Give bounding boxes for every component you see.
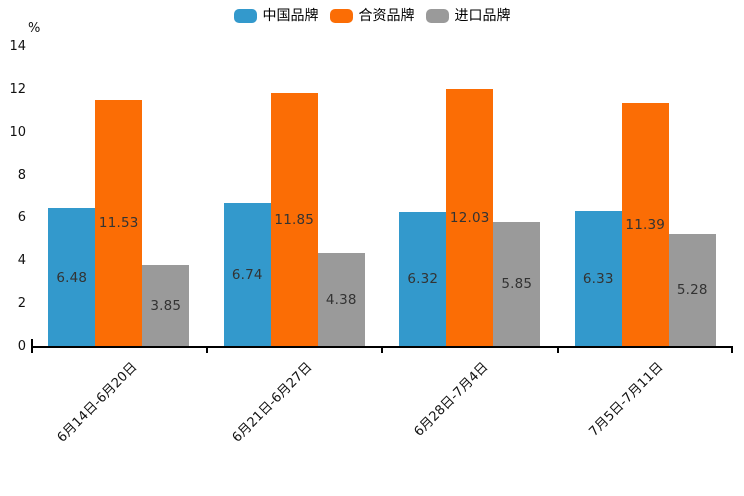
legend: 中国品牌 合资品牌 进口品牌 — [0, 8, 744, 24]
bar-0-2[interactable]: 6.32 — [399, 211, 447, 347]
bar-1-3[interactable]: 11.39 — [621, 102, 669, 347]
y-axis-tick-label: 0 — [17, 339, 26, 354]
bar-value-label: 11.85 — [274, 212, 315, 229]
bar-1-0[interactable]: 11.53 — [95, 99, 143, 347]
bar-value-label: 6.48 — [56, 269, 88, 286]
y-axis-tick-label: 10 — [9, 124, 26, 140]
bar-1-2[interactable]: 12.03 — [446, 89, 494, 347]
y-axis-tick-label: 8 — [17, 167, 26, 183]
y-axis-tick-label: 2 — [17, 296, 26, 312]
legend-item-label: 中国品牌 — [262, 8, 319, 24]
legend-swatch-icon — [329, 9, 353, 23]
x-axis-tick — [731, 348, 733, 353]
bar-2-2[interactable]: 5.85 — [493, 221, 541, 347]
x-axis-tick — [556, 348, 559, 353]
plot-area: 6.48 6.74 6.32 6.33 11.53 11.85 12.03 11.39 3.85… — [31, 47, 733, 347]
x-axis-tick — [31, 348, 33, 353]
bar-value-label: 3.85 — [150, 297, 182, 314]
legend-item-1[interactable]: 合资品牌 — [329, 8, 415, 24]
y-axis-tick-label: 6 — [17, 210, 26, 226]
legend-swatch-icon — [425, 9, 449, 23]
bar-value-label: 4.38 — [325, 292, 357, 309]
bar-value-label: 6.33 — [582, 271, 614, 288]
bar-value-label: 6.74 — [231, 266, 263, 283]
bar-0-3[interactable]: 6.33 — [574, 211, 622, 347]
bar-2-3[interactable]: 5.28 — [668, 233, 716, 347]
x-axis-category-label: 7月5日-7月11日 — [586, 359, 667, 440]
axis-origin-stub — [31, 339, 33, 347]
bar-2-0[interactable]: 3.85 — [142, 264, 190, 347]
bar-value-label: 11.53 — [98, 215, 139, 232]
legend-item-0[interactable]: 中国品牌 — [233, 8, 319, 24]
x-axis-tick — [205, 348, 208, 353]
bar-value-label: 12.03 — [449, 210, 490, 227]
legend-swatch-icon — [233, 9, 257, 23]
legend-item-label: 进口品牌 — [454, 8, 511, 24]
x-axis-category-label: 6月28日-7月4日 — [411, 359, 492, 440]
y-axis-tick-label: 14 — [9, 39, 26, 54]
bar-value-label: 6.32 — [407, 271, 439, 288]
y-axis-tick-label: 4 — [17, 253, 26, 269]
bar-value-label: 5.28 — [676, 282, 708, 299]
y-axis-unit-label: % — [28, 21, 41, 36]
bar-value-label: 5.85 — [501, 276, 533, 293]
bar-0-0[interactable]: 6.48 — [48, 208, 96, 347]
x-axis-tick — [381, 348, 383, 353]
bar-1-1[interactable]: 11.85 — [270, 93, 318, 347]
legend-item-label: 合资品牌 — [358, 8, 415, 24]
bar-2-1[interactable]: 4.38 — [317, 253, 365, 347]
x-axis-category-label: 6月21日-6月27日 — [229, 359, 316, 446]
bar-value-label: 11.39 — [625, 216, 666, 233]
legend-item-2[interactable]: 进口品牌 — [425, 8, 511, 24]
x-axis-line — [31, 346, 733, 348]
bar-0-1[interactable]: 6.74 — [223, 202, 271, 347]
x-axis-category-label: 6月14日-6月20日 — [54, 359, 141, 446]
y-axis-tick-label: 12 — [9, 81, 26, 97]
